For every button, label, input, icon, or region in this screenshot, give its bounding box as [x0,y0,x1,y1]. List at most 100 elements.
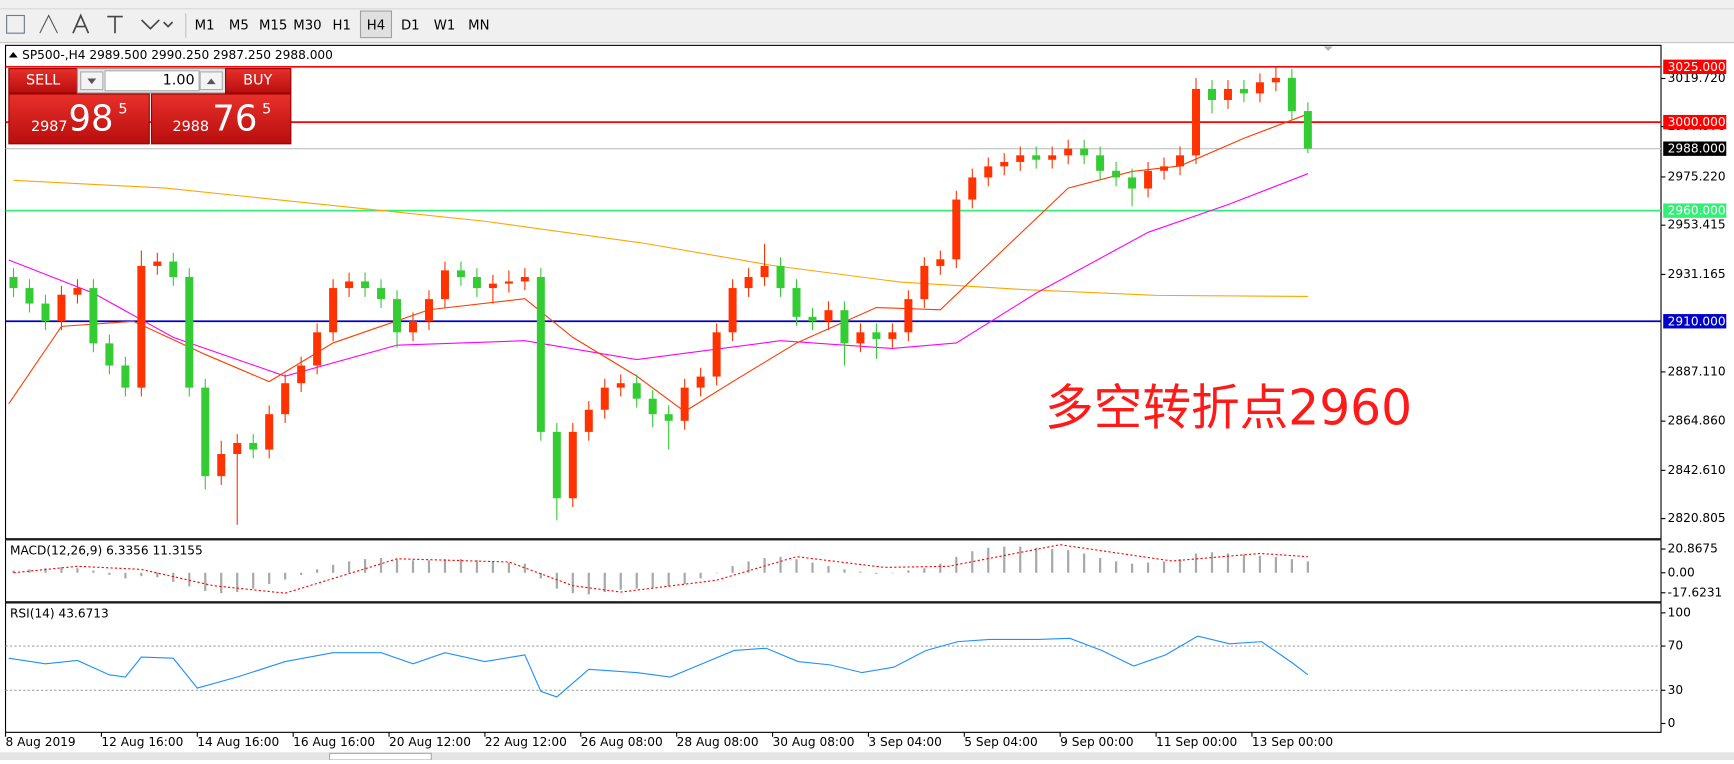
icon[interactable] [39,14,58,34]
histogram-bar [204,572,207,591]
histogram-bar [587,572,590,595]
timeframe-button[interactable]: MN [468,18,489,33]
candle-body [952,199,961,260]
histogram-bar [1194,553,1198,573]
histogram-bar [699,572,702,579]
candle-body [776,265,785,289]
lot-down-arrow[interactable] [87,78,97,85]
histogram-bar [252,572,255,589]
candle-body [329,288,338,333]
candle-body [265,414,274,450]
candle-body [1160,166,1169,171]
moving-average [8,113,1309,413]
candle-body [361,281,370,289]
candle-body [680,387,689,421]
sell-button[interactable] [8,68,78,94]
price-label-bg [1663,203,1727,218]
candle-body [440,270,449,300]
histogram-bar [443,559,447,573]
price-label-bg [1663,114,1727,130]
icon[interactable] [6,14,25,34]
lot-input[interactable] [104,70,200,92]
candle-body [297,365,306,384]
tool-icons[interactable] [6,13,174,34]
candle-body [137,265,146,388]
price-label: 2988.000 [1668,142,1726,156]
x-tick-label: 28 Aug 08:00 [677,735,759,749]
candle-body [409,321,418,333]
y-tick-label: 2864.860 [1668,414,1726,428]
candle-body [201,387,210,477]
candle-body [1144,170,1153,189]
y-tick-label: 2953.415 [1668,218,1726,232]
histogram-bar [603,572,606,593]
histogram-bar [1051,548,1054,573]
histogram-bar [379,557,383,573]
timeframe-button[interactable]: H1 [333,18,351,33]
histogram-bar [268,572,271,585]
histogram-bar [475,560,479,573]
timeframe-button[interactable]: H4 [367,18,385,33]
histogram-bar [555,572,558,589]
lot-up-arrow[interactable] [206,78,216,85]
x-tick-label: 13 Sep 00:00 [1252,735,1333,749]
candle-body [744,277,753,289]
histogram-bar [1115,561,1118,573]
bid-box[interactable] [8,93,150,145]
candle-body [424,299,433,322]
moving-average [13,179,1308,298]
price-label: 3025.000 [1668,60,1726,74]
histogram-bar [1162,561,1166,573]
indicator-line [13,544,1308,594]
histogram-bar [907,570,910,573]
candle-body [536,277,545,432]
histogram-bar [859,571,862,573]
buy-button[interactable] [225,68,292,94]
histogram-bar [619,572,622,590]
bid-big: 2987 [31,119,68,135]
histogram-bar [316,569,319,573]
histogram-bar [44,568,47,573]
histogram-bar [1210,552,1214,573]
icon[interactable] [72,13,90,34]
candle-body [472,277,481,289]
lot-value[interactable]: 1.00 [163,73,195,89]
timeframe-button[interactable]: M15 [259,18,287,33]
icon[interactable] [107,15,123,34]
candle-body [1223,88,1232,101]
candle-body [1064,148,1073,156]
histogram-bar [92,570,95,573]
timeframe-button[interactable]: D1 [401,18,420,33]
histogram-bar [1130,563,1134,573]
candle-body [1192,88,1201,156]
price-label: 2960.000 [1668,204,1726,218]
y-tick-label: 0 [1668,716,1676,730]
candle-body [121,365,130,388]
candle-body [616,383,625,388]
histogram-bar [347,561,351,573]
histogram-bar [411,560,415,573]
indicator-title: MACD(12,26,9) 6.3356 11.3155 [10,543,203,557]
candle-body [9,277,18,289]
candle-body [89,288,98,344]
ask-box[interactable] [150,93,292,145]
chart-menu-icon[interactable] [8,51,18,58]
buy-label[interactable]: BUY [243,73,272,89]
icon[interactable] [140,19,174,30]
chart-tab[interactable] [328,752,432,761]
histogram-bar [987,547,990,573]
candle-body [1271,77,1280,83]
timeframe-button[interactable]: W1 [434,18,456,33]
timeframe-button[interactable]: M1 [195,18,215,33]
y-tick-label: 2887.110 [1668,364,1726,378]
candle-body [1207,88,1216,101]
histogram-bar [891,572,894,574]
histogram-bar [188,572,191,587]
sell-label[interactable]: SELL [26,73,60,89]
histogram-bar [459,559,463,573]
candle-body [105,343,114,366]
timeframe-button[interactable]: M30 [293,18,321,33]
histogram-bar [1290,559,1293,573]
histogram-bar [715,572,718,574]
timeframe-button[interactable]: M5 [229,18,249,33]
